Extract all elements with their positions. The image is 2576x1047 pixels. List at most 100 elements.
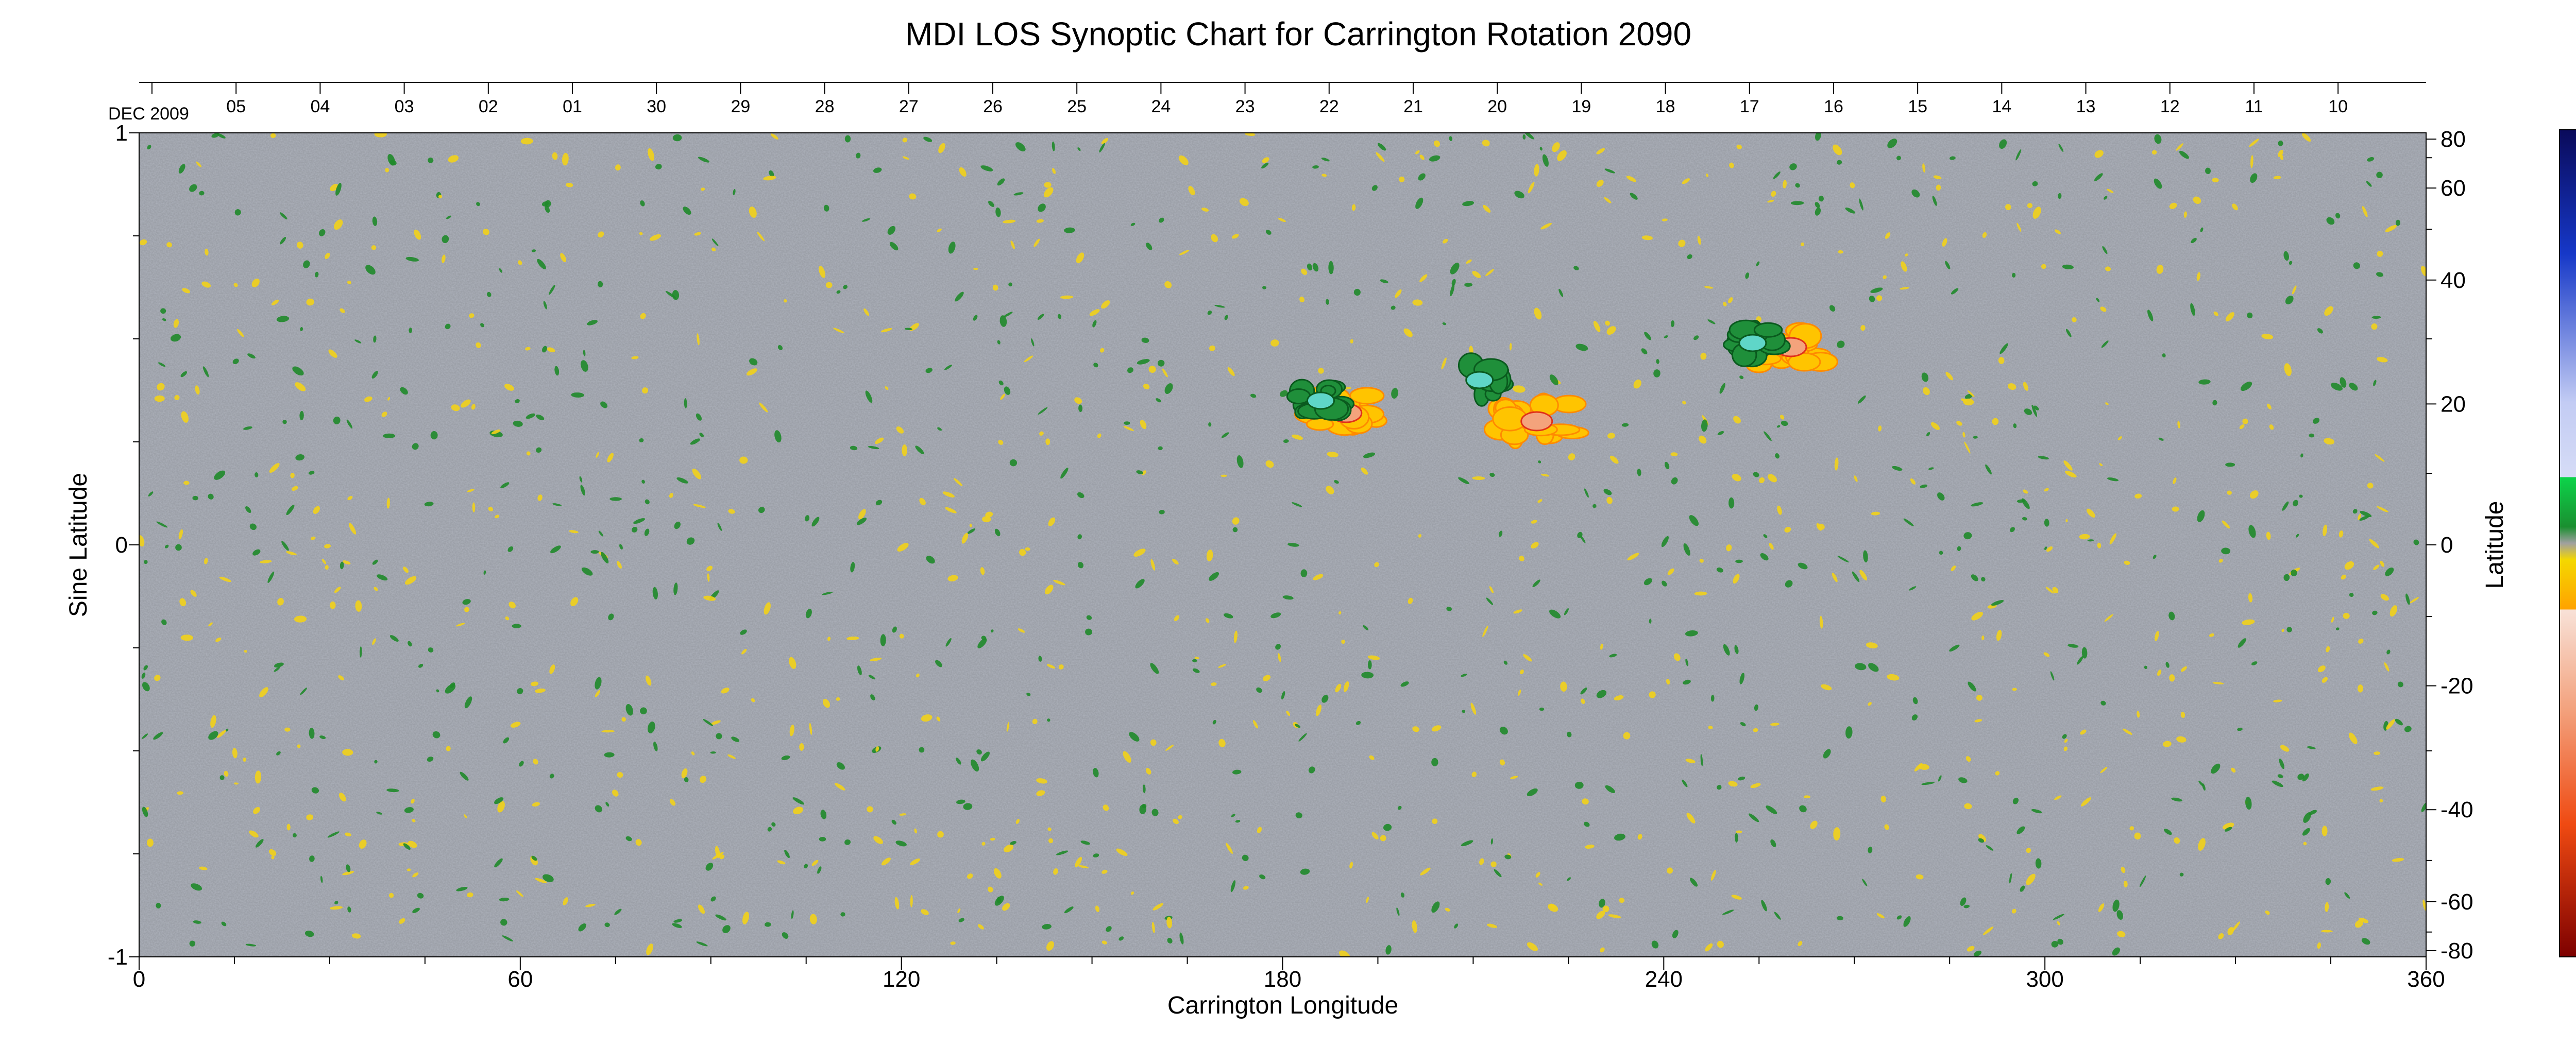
day-tick-label: 14 — [1992, 97, 2011, 116]
flux-speckle — [1173, 818, 1179, 825]
flux-speckle — [2012, 797, 2019, 804]
flux-speckle — [944, 365, 953, 370]
x-tick-label: 180 — [1264, 967, 1301, 992]
flux-speckle — [2358, 513, 2361, 520]
flux-speckle — [2225, 462, 2235, 467]
flux-speckle — [742, 912, 749, 925]
flux-speckle — [1938, 775, 1942, 782]
flux-speckle — [1760, 553, 1769, 561]
flux-speckle — [1490, 838, 1493, 845]
flux-speckle — [2237, 728, 2243, 731]
flux-speckle — [2080, 797, 2091, 806]
flux-speckle — [585, 903, 596, 907]
flux-speckle — [631, 356, 639, 359]
flux-speckle — [648, 722, 655, 733]
flux-speckle — [1537, 499, 1543, 503]
flux-speckle — [1490, 861, 1497, 867]
flux-speckle — [1756, 261, 1760, 266]
flux-speckle — [947, 575, 958, 581]
flux-speckle — [1701, 419, 1708, 432]
flux-speckle — [1471, 771, 1477, 778]
flux-speckle — [897, 543, 909, 552]
flux-speckle — [1385, 945, 1392, 955]
flux-speckle — [1733, 574, 1740, 584]
flux-speckle — [456, 887, 468, 891]
flux-speckle — [763, 176, 776, 181]
flux-speckle — [156, 521, 168, 528]
flux-speckle — [1964, 393, 1973, 399]
flux-speckle — [1641, 235, 1653, 241]
flux-speckle — [1939, 551, 1943, 555]
day-tick-label: 26 — [983, 97, 1003, 116]
flux-speckle — [372, 559, 378, 565]
flux-speckle — [1974, 719, 1982, 723]
flux-speckle — [1036, 790, 1045, 796]
flux-speckle — [767, 827, 772, 832]
flux-speckle — [1282, 595, 1294, 600]
y-tick-label-right: -40 — [2441, 797, 2473, 822]
flux-speckle — [1607, 433, 1616, 439]
flux-speckle — [418, 664, 423, 668]
flux-speckle — [1377, 143, 1386, 151]
flux-speckle — [1038, 656, 1042, 662]
flux-speckle — [1918, 764, 1929, 770]
flux-speckle — [1431, 758, 1438, 767]
flux-speckle — [1974, 950, 1982, 956]
flux-speckle — [533, 759, 538, 765]
flux-speckle — [1075, 856, 1082, 867]
flux-speckle — [2218, 933, 2224, 939]
flux-speckle — [178, 164, 185, 174]
flux-speckle — [875, 746, 879, 752]
flux-speckle — [1097, 433, 1101, 438]
flux-speckle — [1838, 250, 1843, 254]
flux-speckle — [1442, 238, 1448, 244]
flux-speckle — [2041, 264, 2046, 269]
flux-speckle — [2153, 554, 2157, 559]
flux-speckle — [2361, 938, 2370, 945]
flux-speckle — [449, 682, 455, 688]
flux-speckle — [381, 411, 387, 417]
y-axis-label-left: Sine Latitude — [65, 473, 92, 617]
flux-speckle — [921, 714, 933, 722]
flux-speckle — [2112, 899, 2120, 912]
flux-speckle — [2389, 605, 2398, 617]
flux-speckle — [2013, 423, 2017, 428]
flux-speckle — [1960, 897, 1967, 906]
flux-speckle — [887, 226, 896, 235]
flux-speckle — [2072, 317, 2077, 322]
flux-speckle — [2065, 519, 2068, 523]
flux-speckle — [1355, 720, 1361, 725]
flux-speckle — [2354, 920, 2363, 928]
flux-speckle — [2375, 454, 2385, 462]
flux-speckle — [1371, 185, 1378, 191]
flux-speckle — [1045, 438, 1050, 445]
flux-speckle — [1671, 477, 1678, 485]
flux-speckle — [2379, 799, 2383, 803]
flux-speckle — [969, 523, 972, 527]
month-label: DEC 2009 — [108, 104, 189, 124]
flux-speckle — [543, 874, 554, 882]
flux-speckle — [669, 799, 676, 806]
flux-speckle — [1380, 835, 1386, 842]
flux-speckle — [286, 551, 297, 556]
flux-speckle — [1412, 920, 1417, 933]
flux-speckle — [549, 664, 555, 674]
flux-speckle — [705, 863, 714, 871]
flux-speckle — [597, 281, 603, 287]
flux-speckle — [1728, 297, 1733, 303]
flux-speckle — [1139, 804, 1146, 815]
flux-speckle — [346, 419, 353, 429]
flux-speckle — [1693, 335, 1699, 340]
flux-speckle — [2292, 285, 2297, 295]
flux-speckle — [252, 549, 261, 556]
flux-speckle — [376, 812, 383, 815]
flux-speckle — [1208, 422, 1212, 427]
flux-speckle — [691, 751, 695, 756]
flux-speckle — [899, 813, 907, 816]
flux-speckle — [1539, 147, 1543, 151]
flux-speckle — [1095, 905, 1099, 912]
flux-speckle — [1486, 923, 1498, 928]
flux-speckle — [1399, 176, 1405, 182]
flux-speckle — [310, 536, 316, 540]
